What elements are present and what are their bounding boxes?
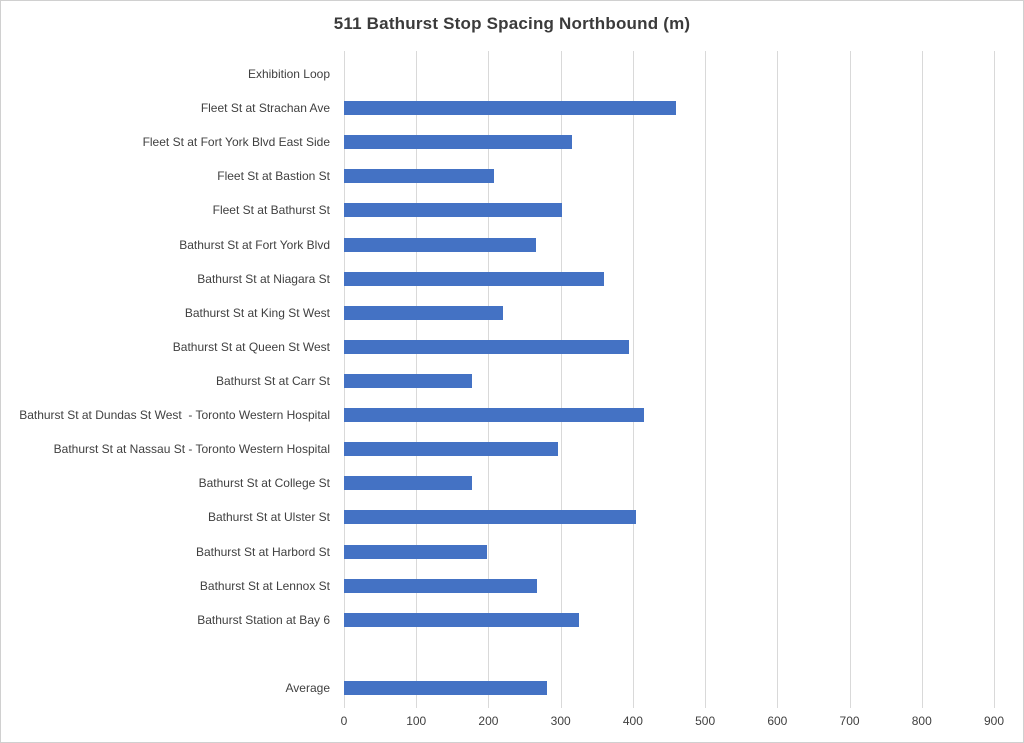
category-label: Bathurst Station at Bay 6 xyxy=(197,612,330,627)
gridline xyxy=(921,51,923,708)
bar-row xyxy=(344,91,994,125)
gridline xyxy=(488,51,490,708)
bar-row xyxy=(344,535,994,569)
gridline xyxy=(705,51,707,708)
x-tick-label: 200 xyxy=(478,714,499,728)
bar xyxy=(344,612,579,627)
bar xyxy=(344,544,487,559)
plot-area xyxy=(344,51,995,708)
bar xyxy=(344,510,636,525)
bar-row xyxy=(344,500,994,534)
gridline xyxy=(849,51,851,708)
category-label: Bathurst St at Harbord St xyxy=(195,544,330,559)
bar-row xyxy=(344,569,994,603)
bar xyxy=(344,271,604,286)
bar-row xyxy=(344,296,994,330)
bar xyxy=(344,305,503,320)
bar-row xyxy=(344,671,994,705)
bar xyxy=(344,476,472,491)
bar xyxy=(344,339,630,354)
bar-row xyxy=(344,330,994,364)
bar xyxy=(344,442,558,457)
category-label: Average xyxy=(285,681,330,696)
category-axis: Exhibition Loop Fleet St at Strachan Ave F… xyxy=(1,57,337,705)
category-label: Bathurst St at Carr St xyxy=(215,374,330,389)
x-tick-label: 700 xyxy=(839,714,860,728)
gridline xyxy=(560,51,562,708)
bar xyxy=(344,203,563,218)
category-label: Bathurst St at Queen St West xyxy=(172,339,330,354)
gridline xyxy=(632,51,634,708)
bar-row xyxy=(344,262,994,296)
x-tick-label: 600 xyxy=(767,714,788,728)
category-label: Bathurst St at Niagara St xyxy=(197,271,330,286)
x-tick-label: 900 xyxy=(983,714,1005,728)
bar-row xyxy=(344,193,994,227)
x-tick-label: 400 xyxy=(622,714,643,728)
bar-row xyxy=(344,125,994,159)
category-label: Fleet St at Bastion St xyxy=(217,169,330,184)
bar xyxy=(344,101,677,116)
bar xyxy=(344,169,495,184)
category-label: Bathurst St at Dundas St West - Toronto … xyxy=(19,408,330,423)
bar-row xyxy=(344,159,994,193)
bar xyxy=(344,135,572,150)
bar-row xyxy=(344,364,994,398)
bar xyxy=(344,681,547,696)
bar xyxy=(344,578,537,593)
x-tick-label: 100 xyxy=(406,714,427,728)
x-tick-label: 500 xyxy=(695,714,716,728)
category-label xyxy=(1,637,337,671)
category-label: Bathurst St at College St xyxy=(198,476,330,491)
x-tick-label: 800 xyxy=(911,714,932,728)
category-label: Fleet St at Strachan Ave xyxy=(200,101,330,116)
bar-rows xyxy=(344,57,994,705)
chart-title: 511 Bathurst Stop Spacing Northbound (m) xyxy=(333,14,691,33)
category-label: Bathurst St at Lennox St xyxy=(199,578,330,593)
bar xyxy=(344,408,645,423)
bar-row xyxy=(344,228,994,262)
bar-row xyxy=(344,432,994,466)
x-tick-label: 300 xyxy=(550,714,571,728)
gridline xyxy=(994,51,995,708)
x-axis: 0 100 200 300 400 500 600 700 800 900 xyxy=(1,714,1023,732)
bar-row xyxy=(344,637,994,671)
category-label: Fleet St at Fort York Blvd East Side xyxy=(142,135,330,150)
category-label: Bathurst St at King St West xyxy=(184,305,330,320)
bar-row xyxy=(344,57,994,91)
category-label: Bathurst St at Nassau St - Toronto Weste… xyxy=(53,442,330,457)
gridline xyxy=(777,51,779,708)
category-label: Fleet St at Bathurst St xyxy=(212,203,330,218)
bar xyxy=(344,374,472,389)
category-label: Bathurst St at Ulster St xyxy=(207,510,330,525)
x-tick-label: 0 xyxy=(340,714,348,728)
bar xyxy=(344,237,537,252)
category-label: Bathurst St at Fort York Blvd xyxy=(179,237,330,252)
bar-row xyxy=(344,466,994,500)
bar-row xyxy=(344,603,994,637)
category-label: Exhibition Loop xyxy=(247,67,330,82)
bar-row xyxy=(344,398,994,432)
